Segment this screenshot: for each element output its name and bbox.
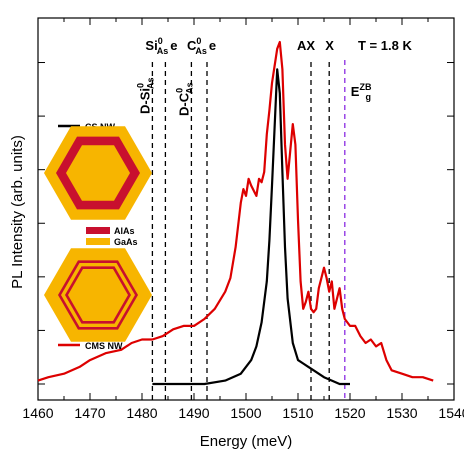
x-axis-ticks: 1460 1470 1480 1490 1500 1510 1520 1530 1540 xyxy=(22,18,464,421)
x-tick-label: 1520 xyxy=(334,405,365,421)
annotation-text-x: X xyxy=(325,38,334,53)
annotation-text-d_si: D-Si0As xyxy=(135,77,155,114)
x-tick-label: 1500 xyxy=(230,405,261,421)
annotation-label-eg: EZB g xyxy=(351,82,372,102)
x-tick-label: 1470 xyxy=(74,405,105,421)
y-axis-title: PL Intensity (arb. units) xyxy=(9,135,26,289)
annotation-text-si_e: Si0 As e xyxy=(145,36,177,56)
cs-nanowire-schematic xyxy=(44,126,152,220)
series-line-cms-nw xyxy=(37,40,434,382)
legend-cms-label: CMS NW xyxy=(85,341,123,351)
series-line-cs-nw xyxy=(152,68,350,386)
annotation-label-si_e: Si0 As e xyxy=(145,36,177,56)
x-tick-label: 1510 xyxy=(282,405,313,421)
series-layer xyxy=(37,40,434,386)
y-axis-ticks xyxy=(38,62,454,385)
cms-gaas-core xyxy=(68,269,128,321)
legend-gaas-label: GaAs xyxy=(114,237,138,247)
x-tick-label: 1540 xyxy=(438,405,464,421)
annotation-label-x: X xyxy=(325,38,334,53)
annotation-label-ax: AX xyxy=(297,38,315,53)
annotation-lines xyxy=(151,60,346,400)
cms-nanowire-schematic xyxy=(44,248,152,342)
legend-algaas-swatch xyxy=(86,227,110,234)
annotation-text-ax: AX xyxy=(297,38,315,53)
annotation-label-d_c: D-C0As xyxy=(174,82,194,116)
legend-algaas-label: AlAs xyxy=(114,226,135,236)
x-tick-label: 1490 xyxy=(178,405,209,421)
annotation-label-d_si: D-Si0As xyxy=(135,77,155,114)
x-tick-label: 1480 xyxy=(126,405,157,421)
legend-gaas-swatch xyxy=(86,238,110,245)
annotation-text-eg: EZB g xyxy=(351,82,372,102)
x-axis-title: Energy (meV) xyxy=(200,433,293,450)
annotation-labels: D-Si0As Si0 As e D-C0As C0 As e AX X EZB g xyxy=(135,36,372,116)
x-tick-label: 1530 xyxy=(386,405,417,421)
cs-gaas-core xyxy=(66,145,130,201)
temperature-label: T = 1.8 K xyxy=(358,38,412,53)
annotation-label-c_e: C0 As e xyxy=(187,36,216,56)
annotation-text-c_e: C0 As e xyxy=(187,36,216,56)
x-tick-label: 1460 xyxy=(22,405,53,421)
annotation-text-d_c: D-C0As xyxy=(174,82,194,116)
